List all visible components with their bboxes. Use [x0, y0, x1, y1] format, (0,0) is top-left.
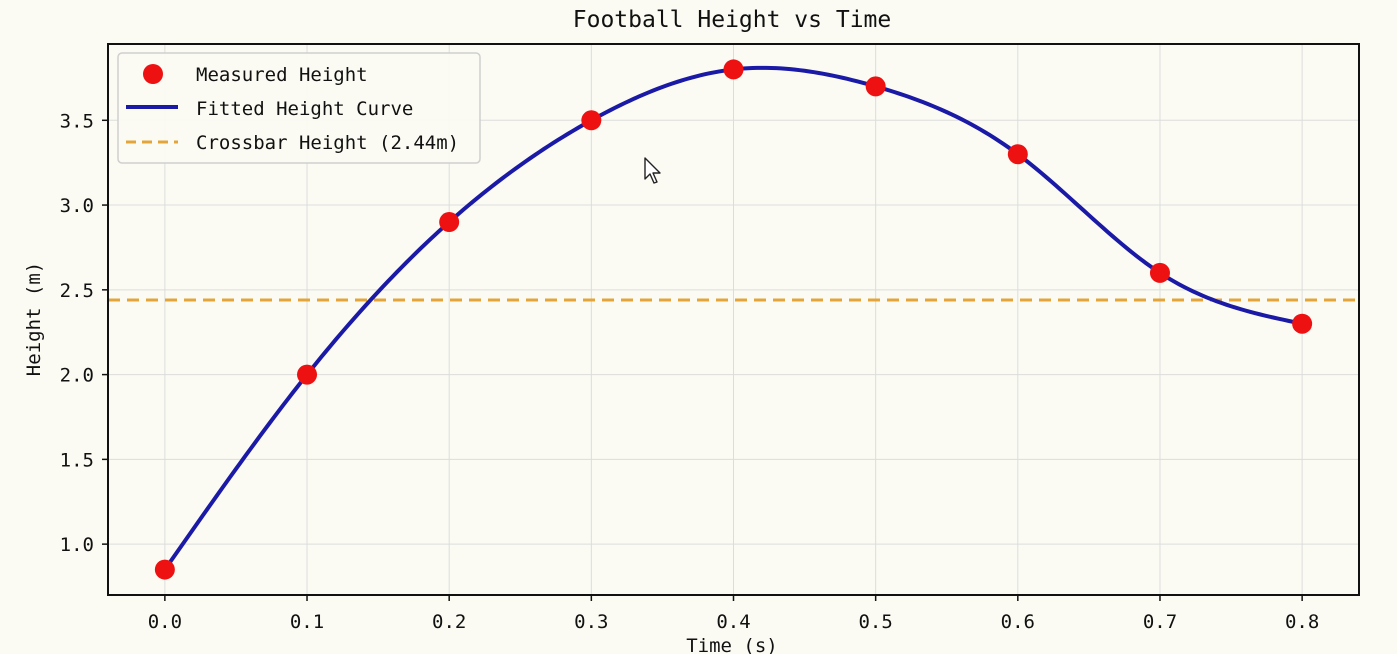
- legend-label-measured: Measured Height: [196, 64, 368, 86]
- measured-point: [1292, 313, 1313, 334]
- x-tick-label: 0.7: [1143, 611, 1177, 633]
- x-axis-label: Time (s): [686, 635, 778, 654]
- y-tick-label: 1.0: [60, 534, 94, 556]
- measured-point: [1007, 144, 1028, 165]
- x-tick-label: 0.3: [574, 611, 608, 633]
- legend: Measured Height Fitted Height Curve Cros…: [117, 52, 481, 164]
- y-tick-label: 3.5: [60, 110, 94, 132]
- legend-box: [117, 52, 481, 164]
- x-axis-ticks: 0.0 0.1 0.2 0.3 0.4 0.5 0.6 0.7 0.8: [148, 595, 1319, 633]
- measured-points-layer: [154, 59, 1313, 580]
- measured-point: [581, 110, 602, 131]
- y-tick-label: 2.5: [60, 280, 94, 302]
- measured-point: [1149, 262, 1170, 283]
- y-tick-label: 2.0: [60, 365, 94, 387]
- measured-point: [723, 59, 744, 80]
- measured-point: [154, 559, 175, 580]
- legend-label-fitted: Fitted Height Curve: [196, 98, 413, 120]
- measured-point: [297, 364, 318, 385]
- x-tick-label: 0.1: [290, 611, 324, 633]
- x-tick-label: 0.5: [858, 611, 892, 633]
- chart-title: Football Height vs Time: [573, 7, 892, 33]
- y-axis-label: Height (m): [23, 262, 45, 376]
- x-tick-label: 0.8: [1285, 611, 1319, 633]
- measured-point: [865, 76, 886, 97]
- x-tick-label: 0.4: [716, 611, 750, 633]
- measured-point: [439, 212, 460, 233]
- x-tick-label: 0.0: [148, 611, 182, 633]
- legend-label-crossbar: Crossbar Height (2.44m): [196, 132, 459, 154]
- mouse-cursor-icon: [644, 157, 661, 184]
- y-tick-label: 1.5: [60, 449, 94, 471]
- y-axis-ticks: 1.0 1.5 2.0 2.5 3.0 3.5: [60, 110, 108, 556]
- y-tick-label: 3.0: [60, 195, 94, 217]
- x-tick-label: 0.2: [432, 611, 466, 633]
- legend-marker-measured: [143, 64, 163, 84]
- x-tick-label: 0.6: [1001, 611, 1035, 633]
